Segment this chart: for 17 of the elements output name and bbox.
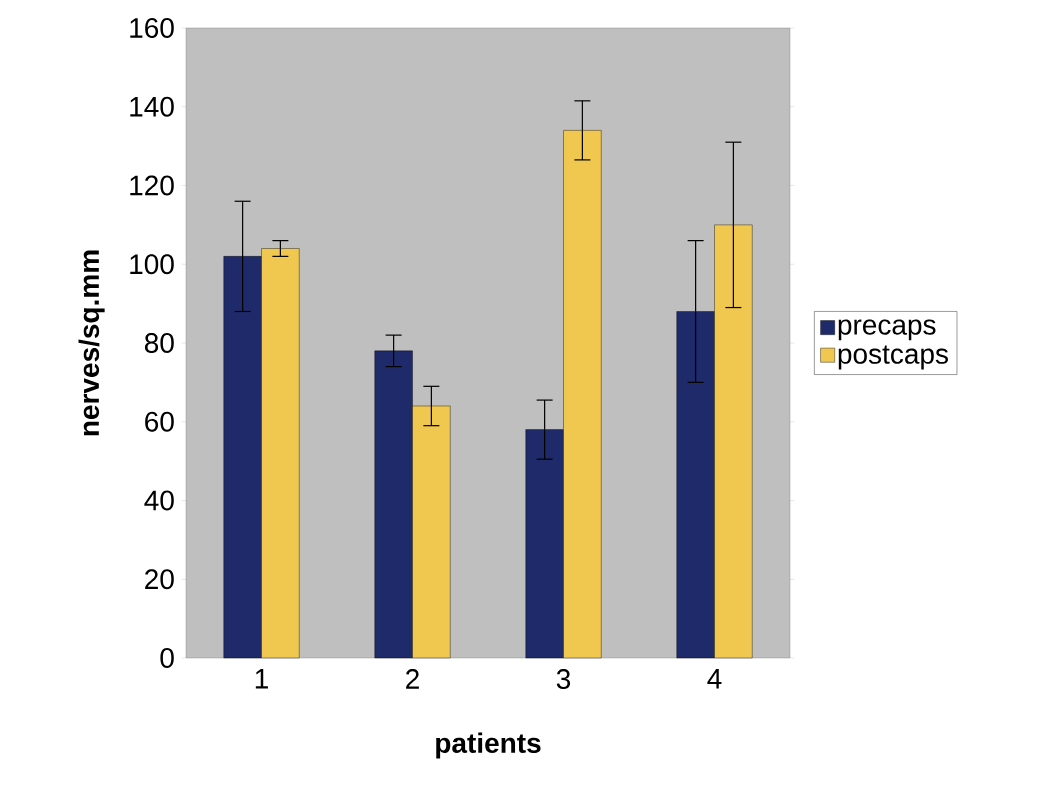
- x-tick-label: 4: [707, 669, 722, 689]
- y-axis-title: nerves/sq.mm: [78, 250, 105, 436]
- y-tick-label: 100: [130, 254, 174, 275]
- y-tick-label: 0: [160, 648, 174, 668]
- y-tick-label: 120: [130, 175, 174, 196]
- x-tick-label: 1: [255, 669, 268, 689]
- y-tick-label: 60: [145, 411, 174, 432]
- y-tick-label: 140: [130, 96, 174, 117]
- y-tick-label: 40: [144, 490, 174, 511]
- legend-label: postcaps: [838, 345, 948, 370]
- legend-label: precaps: [838, 319, 936, 341]
- x-tick-label: 3: [556, 669, 571, 689]
- y-tick-label: 20: [145, 569, 174, 590]
- x-tick-label: 2: [406, 669, 419, 689]
- y-tick-label: 80: [144, 333, 174, 353]
- y-tick-label: 160: [130, 18, 174, 38]
- x-axis-title: patients: [436, 732, 541, 759]
